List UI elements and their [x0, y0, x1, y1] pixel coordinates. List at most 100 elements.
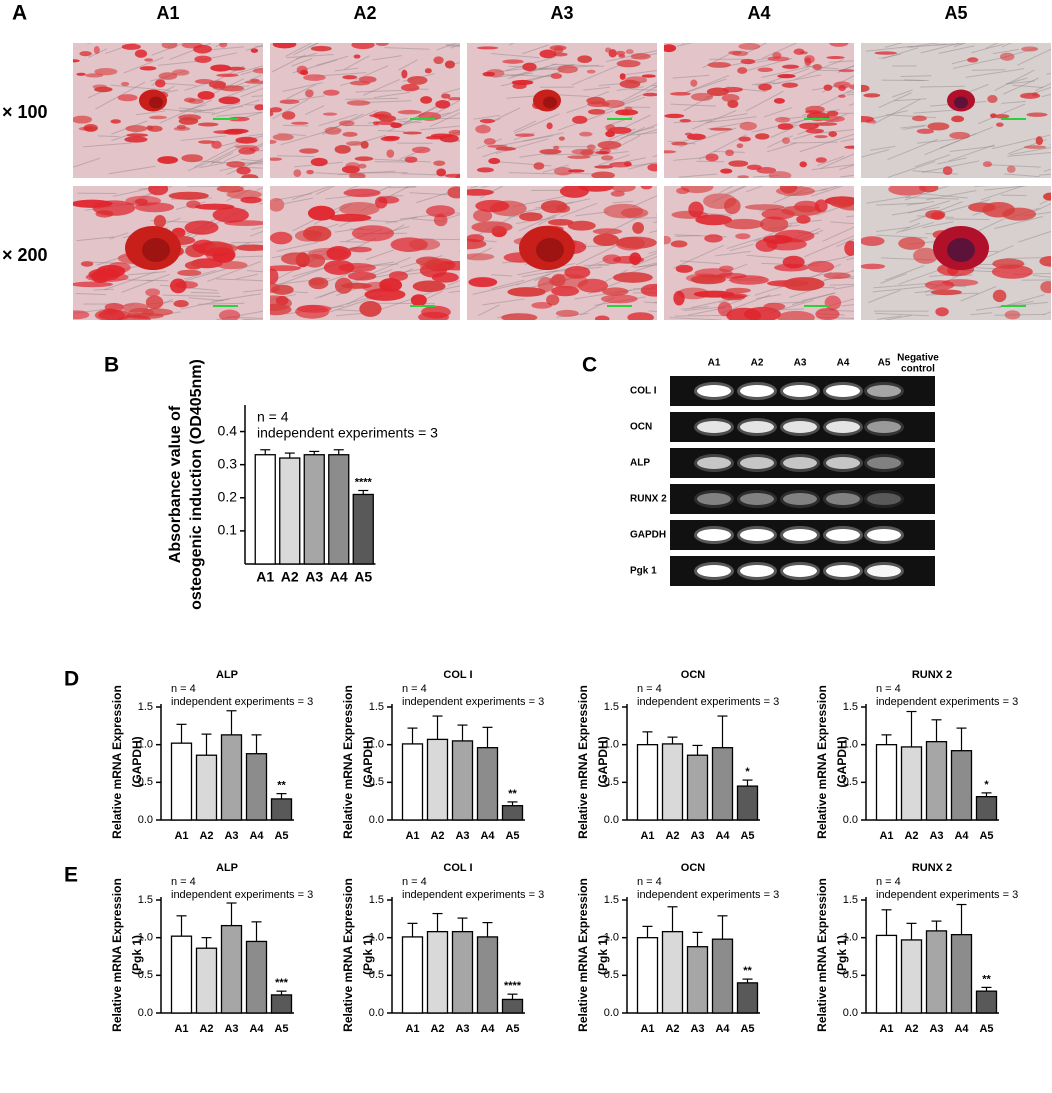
fiber	[236, 273, 258, 280]
fiber	[936, 199, 990, 216]
fiber	[830, 221, 854, 225]
stain	[605, 124, 616, 132]
stain	[578, 186, 614, 192]
stain	[725, 287, 751, 294]
fiber	[240, 67, 263, 76]
x-tick-label: A5	[505, 1023, 519, 1035]
fiber	[620, 124, 657, 139]
note: n = 4	[876, 683, 901, 695]
fiber	[283, 124, 309, 127]
x-tick-label: A4	[249, 1023, 264, 1035]
stain	[94, 68, 118, 76]
fiber	[773, 74, 822, 85]
fiber	[445, 45, 460, 47]
fiber	[193, 102, 241, 114]
note: n = 4	[171, 876, 196, 888]
fiber	[892, 89, 913, 98]
fiber	[820, 186, 841, 191]
stain	[744, 204, 785, 211]
y-axis-label: Relative mRNA Expression	[341, 878, 355, 1032]
stain	[738, 136, 751, 142]
fiber	[616, 86, 644, 92]
fiber	[887, 138, 938, 161]
fiber	[621, 69, 657, 76]
stain	[533, 162, 545, 170]
x-tick-label: A4	[480, 830, 495, 842]
fiber	[377, 291, 434, 312]
stain	[725, 149, 735, 157]
stain	[507, 287, 546, 297]
stain	[80, 261, 94, 267]
stain	[898, 236, 926, 250]
fiber	[994, 216, 1044, 229]
fiber	[840, 138, 854, 143]
fiber	[672, 244, 725, 269]
band	[783, 421, 817, 433]
stain	[241, 174, 259, 178]
fiber	[672, 74, 710, 79]
x-tick-label: A5	[740, 830, 754, 842]
x-tick-label: A2	[904, 1023, 918, 1035]
stain	[124, 136, 148, 143]
stain	[555, 309, 579, 317]
fiber	[866, 195, 911, 204]
band	[740, 565, 774, 577]
fiber	[282, 82, 323, 92]
stain	[1006, 165, 1016, 173]
fiber	[906, 200, 935, 206]
x-tick-label: A4	[715, 1023, 730, 1035]
stain	[982, 161, 993, 168]
fiber	[920, 43, 962, 54]
stain	[270, 198, 285, 212]
fiber	[93, 288, 114, 291]
stain	[726, 307, 762, 320]
nodule-core	[954, 96, 968, 109]
stain	[467, 188, 494, 196]
fiber	[1001, 100, 1026, 104]
y-tick-label: 1.0	[369, 739, 384, 751]
fiber	[575, 211, 609, 217]
stain	[690, 79, 698, 87]
y-axis-label: (GAPDH)	[596, 736, 610, 787]
fiber	[879, 53, 901, 60]
stain	[110, 119, 121, 124]
column-header: A3	[550, 3, 573, 23]
bar	[686, 754, 709, 821]
lane-label: control	[901, 364, 935, 375]
stain	[347, 271, 377, 281]
stain	[844, 145, 854, 149]
fiber	[234, 255, 263, 258]
stain	[306, 169, 315, 175]
x-tick-label: A2	[904, 830, 918, 842]
micrograph	[664, 186, 854, 320]
x-tick-label: A5	[274, 1023, 288, 1035]
fiber	[82, 142, 132, 148]
band	[867, 565, 901, 577]
stain	[236, 166, 251, 175]
x-tick-label: A3	[690, 1023, 704, 1035]
fiber	[151, 43, 186, 56]
stain	[861, 263, 886, 270]
y-tick-label: 0.0	[138, 1007, 153, 1019]
stain	[197, 122, 219, 127]
fiber	[211, 99, 260, 116]
stain	[828, 131, 838, 137]
fiber	[838, 65, 854, 72]
fiber	[1006, 80, 1036, 85]
x-tick-label: A2	[665, 830, 679, 842]
stain	[768, 171, 792, 178]
y-tick-label: 1.5	[138, 701, 153, 713]
stain	[117, 94, 138, 102]
stain	[642, 92, 657, 97]
fiber	[880, 273, 907, 284]
bar	[661, 743, 684, 821]
stain	[495, 146, 517, 151]
x-tick-label: A5	[505, 830, 519, 842]
y-tick-label: 0.1	[218, 522, 238, 538]
stain	[198, 140, 215, 144]
y-axis-label: Relative mRNA Expression	[110, 878, 124, 1032]
panel-letter: D	[64, 668, 79, 691]
stain	[612, 272, 653, 283]
fiber	[648, 250, 657, 254]
fiber	[522, 132, 564, 142]
